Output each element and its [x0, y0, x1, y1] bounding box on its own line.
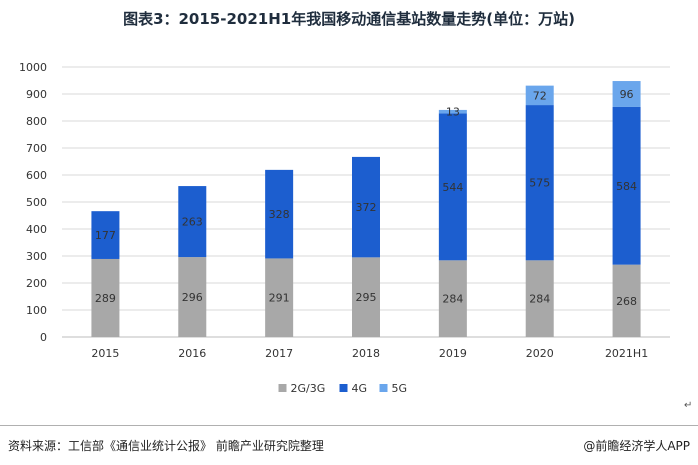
bar-2g3g-2018 [352, 257, 380, 337]
bar-5g-2021h1 [612, 81, 641, 107]
bar-4g-2015 [91, 211, 120, 259]
y-tick-label: 300 [26, 250, 47, 263]
data-label: 328 [269, 208, 290, 221]
legend-label: 2G/3G [291, 382, 326, 395]
x-tick-label: 2021H1 [605, 347, 648, 360]
data-label: 296 [182, 291, 203, 304]
bar-2g3g-2017 [265, 258, 294, 337]
data-label: 263 [182, 216, 203, 229]
bar-4g-2019 [438, 113, 467, 261]
bar-2g3g-2021h1 [612, 264, 641, 337]
data-label: 584 [616, 180, 637, 193]
bar-2g3g-2020 [525, 260, 554, 337]
data-label: 268 [616, 295, 637, 308]
legend-label: 5G [392, 382, 408, 395]
footer-divider [0, 425, 698, 426]
x-tick-label: 2017 [265, 347, 293, 360]
bar-5g-2020 [525, 85, 554, 106]
y-tick-label: 600 [26, 169, 47, 182]
bar-4g-2020 [525, 105, 554, 261]
bar-4g-2016 [178, 186, 207, 258]
data-label: 13 [446, 106, 460, 119]
chart-title: 图表3：2015-2021H1年我国移动通信基站数量走势(单位：万站) [123, 10, 575, 28]
y-tick-label: 800 [26, 115, 47, 128]
data-label: 284 [529, 293, 550, 306]
y-tick-label: 100 [26, 304, 47, 317]
y-tick-label: 700 [26, 142, 47, 155]
bar-4g-2017 [265, 169, 294, 259]
legend-swatch [278, 384, 287, 392]
data-label: 96 [620, 88, 634, 101]
bar-2g3g-2019 [438, 260, 467, 337]
data-label: 372 [356, 201, 377, 214]
bar-4g-2021h1 [612, 106, 641, 265]
y-tick-label: 400 [26, 223, 47, 236]
data-label: 177 [95, 229, 116, 242]
y-tick-label: 900 [26, 88, 47, 101]
data-label: 544 [442, 181, 463, 194]
legend-swatch [339, 384, 348, 392]
x-tick-label: 2018 [352, 347, 380, 360]
legend-swatch [379, 384, 388, 392]
source-note: 资料来源：工信部《通信业统计公报》 前瞻产业研究院整理 [8, 439, 324, 453]
y-tick-label: 500 [26, 196, 47, 209]
bar-2g3g-2016 [178, 257, 207, 337]
x-tick-label: 2016 [178, 347, 206, 360]
bar-2g3g-2015 [91, 258, 120, 337]
bar-5g-2019 [438, 109, 467, 114]
x-tick-label: 2015 [91, 347, 119, 360]
data-label: 72 [533, 89, 547, 102]
data-label: 284 [442, 293, 463, 306]
bar-4g-2018 [352, 156, 380, 258]
stacked-bar-chart: 0 100 200 300 400 500 600 700 800 900 1000 289 177 20… [19, 61, 670, 395]
data-label: 289 [95, 292, 116, 305]
y-tick-label: 0 [40, 331, 47, 344]
data-label: 291 [269, 292, 290, 305]
data-label: 575 [529, 177, 550, 190]
legend-label: 4G [352, 382, 368, 395]
y-tick-label: 1000 [19, 61, 47, 74]
x-tick-label: 2020 [526, 347, 554, 360]
y-tick-label: 200 [26, 277, 47, 290]
paragraph-mark: ↵ [684, 400, 693, 411]
data-label: 295 [356, 291, 377, 304]
x-tick-label: 2019 [439, 347, 467, 360]
brand-credit: @前瞻经济学人APP [583, 439, 690, 453]
